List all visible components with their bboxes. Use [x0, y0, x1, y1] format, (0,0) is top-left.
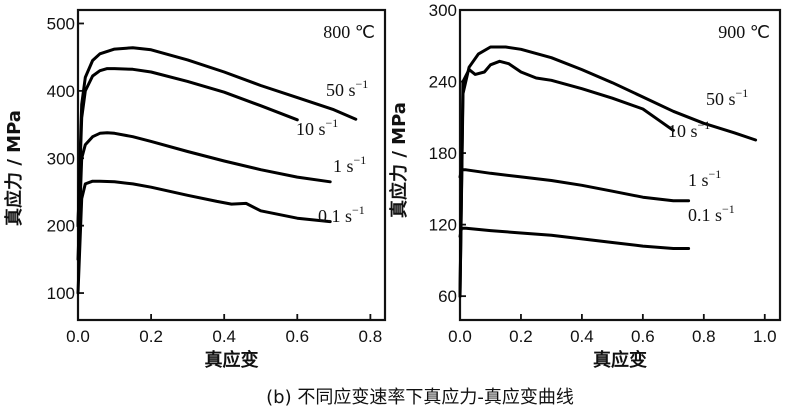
series-label-text: 10 s: [296, 119, 326, 139]
series-label-exponent: −1: [356, 77, 369, 91]
series-line: [458, 59, 675, 298]
y-tick-label: 100: [47, 284, 75, 303]
x-tick-label: 0.6: [285, 327, 309, 346]
series-line: [76, 67, 299, 228]
series-label-text: 50 s: [326, 80, 356, 100]
series-label: 1 s−1: [688, 167, 721, 190]
series-line: [458, 226, 691, 250]
x-tick-label: 0.6: [631, 327, 655, 346]
series-label-text: 0.1 s: [688, 205, 722, 225]
series-line: [76, 131, 332, 261]
series-line: [76, 179, 332, 295]
y-axis-label: 真应力 / MPa: [3, 110, 25, 226]
y-tick-label: 60: [438, 287, 457, 306]
series-label-exponent: −1: [352, 203, 365, 217]
series-label: 0.1 s−1: [318, 203, 365, 226]
x-tick-label: 0.0: [66, 327, 90, 346]
series-line: [458, 45, 758, 298]
series-label-exponent: −1: [698, 118, 711, 132]
x-axis-label: 真应变: [593, 349, 647, 371]
panel-temperature-label: 800 ℃: [323, 22, 375, 42]
y-tick-label: 180: [429, 144, 457, 163]
plot-frame: [458, 8, 782, 322]
series-label-text: 1 s: [333, 156, 354, 176]
y-tick-label: 120: [429, 216, 457, 235]
series-label: 10 s−1: [296, 116, 338, 139]
series-label-exponent: −1: [709, 167, 722, 181]
panel-temperature-label: 900 ℃: [718, 22, 770, 42]
x-tick-label: 0.4: [212, 327, 236, 346]
y-tick-label: 300: [47, 149, 75, 168]
x-tick-label: 0.8: [359, 327, 383, 346]
y-tick-label: 240: [429, 73, 457, 92]
x-tick-label: 0.2: [139, 327, 163, 346]
x-tick-label: 0.2: [509, 327, 533, 346]
series-line: [76, 46, 358, 228]
series-label-exponent: −1: [326, 116, 339, 130]
plot-frame: [76, 8, 387, 322]
x-axis-label: 真应变: [205, 349, 259, 371]
series-label: 10 s−1: [668, 118, 710, 141]
x-tick-label: 1.0: [753, 327, 777, 346]
y-tick-label: 200: [47, 217, 75, 236]
series-label-text: 10 s: [668, 121, 698, 141]
y-tick-label: 500: [47, 14, 75, 33]
x-tick-label: 0.0: [448, 327, 472, 346]
y-tick-label: 400: [47, 82, 75, 101]
x-tick-label: 0.8: [692, 327, 716, 346]
series-label: 0.1 s−1: [688, 202, 735, 225]
series-label: 1 s−1: [333, 153, 366, 176]
x-tick-label: 0.4: [570, 327, 594, 346]
y-tick-label: 300: [429, 1, 457, 20]
y-axis-label: 真应力 / MPa: [388, 102, 410, 218]
series-label-text: 0.1 s: [318, 206, 352, 226]
series-label: 50 s−1: [706, 86, 748, 109]
series-label: 50 s−1: [326, 77, 368, 100]
figure-caption: (b) 不同应变速率下真应力-真应变曲线: [266, 387, 574, 408]
series-label-exponent: −1: [736, 86, 749, 100]
series-line: [458, 168, 691, 203]
series-label-text: 1 s: [688, 170, 709, 190]
series-label-exponent: −1: [722, 202, 735, 216]
series-label-exponent: −1: [354, 153, 367, 167]
series-label-text: 50 s: [706, 89, 736, 109]
